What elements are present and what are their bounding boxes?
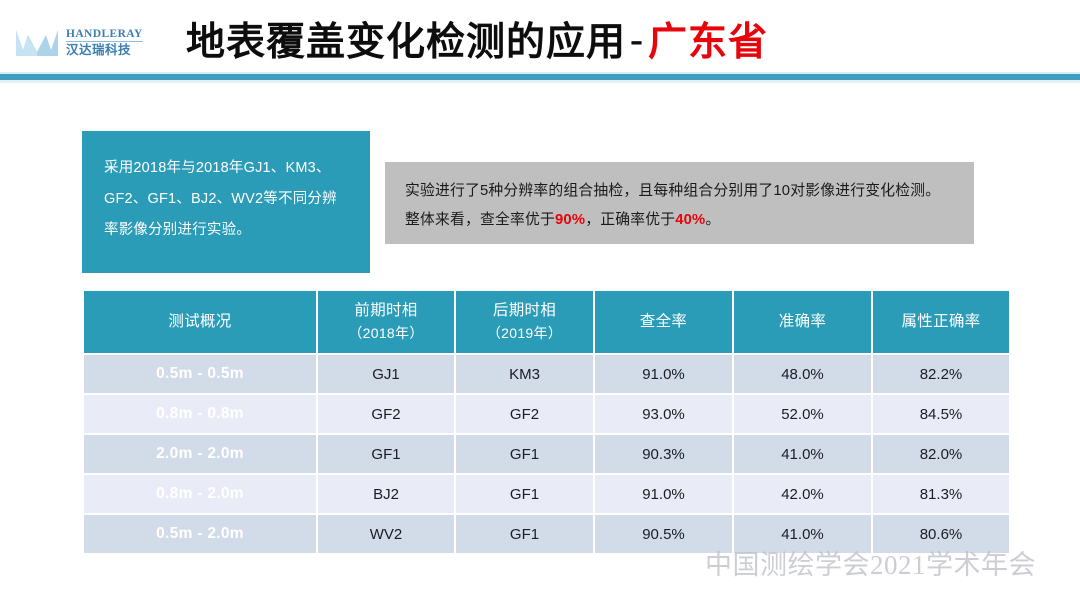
cell-attribute-accuracy: 81.3% [873,475,1009,513]
table-row: 0.8m - 2.0m BJ2 GF1 91.0% 42.0% 81.3% [84,475,1009,513]
column-header-late-phase: 后期时相 （2019年） [456,291,593,353]
logo-english-name: HANDLERAY [66,28,143,43]
table-header-row: 测试概况 前期时相 （2018年） 后期时相 （2019年） 查全率 准确率 属 [84,291,1009,353]
cell-precision: 41.0% [734,435,871,473]
header-divider [0,74,1080,80]
cell-attribute-accuracy: 82.2% [873,355,1009,393]
column-header-recall: 查全率 [595,291,732,353]
page-title-separator: - [630,17,645,61]
column-header-recall-label: 查全率 [639,312,688,330]
methodology-callout-text: 采用2018年与2018年GJ1、KM3、GF2、GF1、BJ2、WV2等不同分… [104,160,337,239]
header-rule-highlight [0,72,1080,74]
results-table: 测试概况 前期时相 （2018年） 后期时相 （2019年） 查全率 准确率 属 [82,289,1011,555]
cell-attribute-accuracy: 82.0% [873,435,1009,473]
methodology-callout: 采用2018年与2018年GJ1、KM3、GF2、GF1、BJ2、WV2等不同分… [82,131,370,273]
cell-attribute-accuracy: 84.5% [873,395,1009,433]
column-header-attribute-accuracy-label: 属性正确率 [901,312,981,330]
cell-overview: 0.5m - 2.0m [84,515,316,553]
column-header-early-phase-year: （2018年） [348,325,424,342]
table-header: 测试概况 前期时相 （2018年） 后期时相 （2019年） 查全率 准确率 属 [84,291,1009,353]
cell-late-phase: KM3 [456,355,593,393]
table-row: 2.0m - 2.0m GF1 GF1 90.3% 41.0% 82.0% [84,435,1009,473]
cell-recall: 91.0% [595,355,732,393]
cell-precision: 48.0% [734,355,871,393]
column-header-late-phase-label: 后期时相 [492,302,557,320]
cell-early-phase: GJ1 [318,355,454,393]
column-header-precision: 准确率 [734,291,871,353]
summary-text-part3: 。 [705,211,721,228]
header-rule-shadow [0,80,1080,83]
cell-recall: 91.0% [595,475,732,513]
cell-early-phase: WV2 [318,515,454,553]
summary-accuracy-highlight: 40% [675,211,706,228]
cell-early-phase: GF1 [318,435,454,473]
table-row: 0.5m - 0.5m GJ1 KM3 91.0% 48.0% 82.2% [84,355,1009,393]
page-title: 地表覆盖变化检测的应用 - 广东省 [186,10,768,68]
company-logo: HANDLERAY 汉达瑞科技 [14,20,146,66]
summary-text-part1: 实验进行了5种分辨率的组合抽检，且每种组合分别用了10对影像进行变化检测。整体来… [405,183,941,228]
cell-early-phase: GF2 [318,395,454,433]
crown-icon [16,30,58,56]
cell-recall: 90.5% [595,515,732,553]
column-header-early-phase-label: 前期时相 [354,302,418,320]
cell-late-phase: GF1 [456,515,593,553]
cell-recall: 90.3% [595,435,732,473]
summary-text-part2: ，正确率优于 [585,211,676,228]
column-header-precision-label: 准确率 [778,312,827,330]
cell-late-phase: GF2 [456,395,593,433]
cell-recall: 93.0% [595,395,732,433]
cell-overview: 0.8m - 0.8m [84,395,316,433]
logo-chinese-name: 汉达瑞科技 [66,43,132,58]
table-body: 0.5m - 0.5m GJ1 KM3 91.0% 48.0% 82.2% 0.… [84,355,1009,553]
slide-header: HANDLERAY 汉达瑞科技 地表覆盖变化检测的应用 - 广东省 [0,0,1080,83]
logo-wordmark: HANDLERAY 汉达瑞科技 [66,28,143,57]
cell-precision: 41.0% [734,515,871,553]
column-header-attribute-accuracy: 属性正确率 [873,291,1009,353]
cell-late-phase: GF1 [456,475,593,513]
page-title-main: 地表覆盖变化检测的应用 [186,21,627,64]
summary-callout: 实验进行了5种分辨率的组合抽检，且每种组合分别用了10对影像进行变化检测。整体来… [385,162,974,244]
summary-recall-highlight: 90% [554,211,586,228]
cell-attribute-accuracy: 80.6% [873,515,1009,553]
page-title-accent: 广东省 [648,21,769,64]
cell-overview: 2.0m - 2.0m [84,435,316,473]
table-row: 0.8m - 0.8m GF2 GF2 93.0% 52.0% 84.5% [84,395,1009,433]
column-header-overview-label: 测试概况 [168,312,232,330]
column-header-late-phase-year: （2019年） [486,325,563,342]
cell-precision: 52.0% [734,395,871,433]
cell-precision: 42.0% [734,475,871,513]
table-row: 0.5m - 2.0m WV2 GF1 90.5% 41.0% 80.6% [84,515,1009,553]
cell-early-phase: BJ2 [318,475,454,513]
column-header-early-phase: 前期时相 （2018年） [318,291,454,353]
cell-overview: 0.8m - 2.0m [84,475,316,513]
cell-overview: 0.5m - 0.5m [84,355,316,393]
column-header-overview: 测试概况 [84,291,316,353]
cell-late-phase: GF1 [456,435,593,473]
